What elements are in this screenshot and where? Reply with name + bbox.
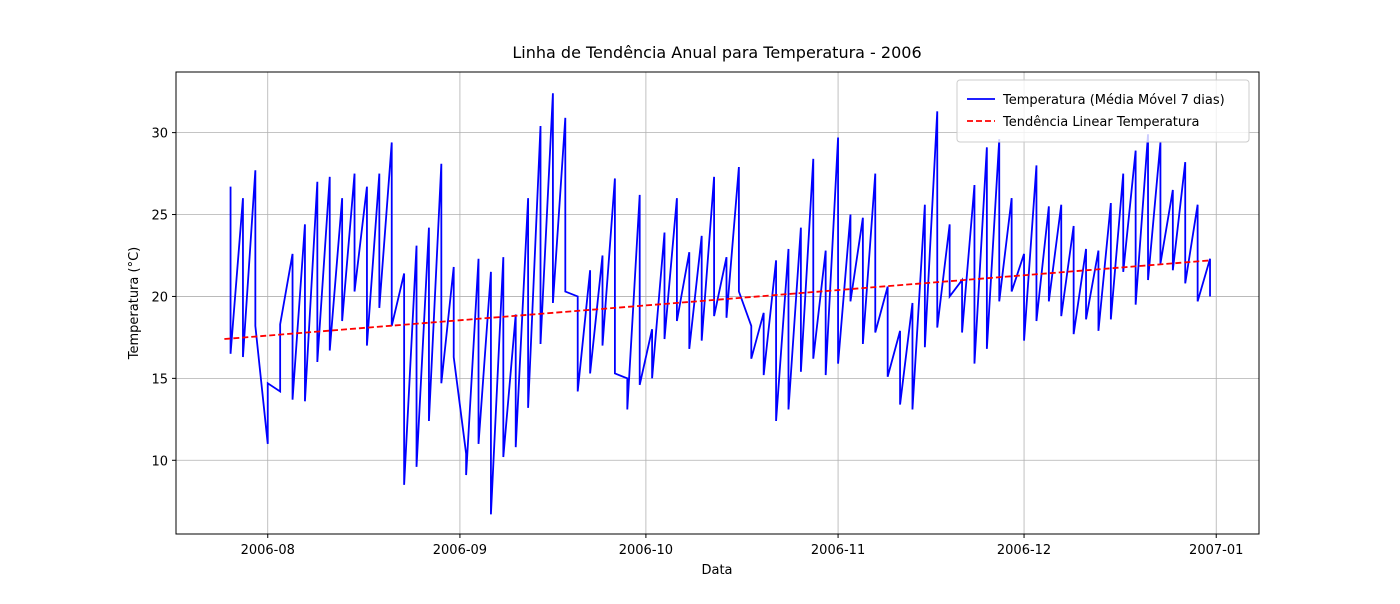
legend-label: Temperatura (Média Móvel 7 dias) (1002, 93, 1225, 108)
x-tick-label: 2006-12 (997, 543, 1051, 558)
series-line (224, 259, 1211, 340)
x-tick-label: 2006-09 (433, 543, 487, 558)
legend-label: Tendência Linear Temperatura (1002, 115, 1199, 130)
legend-box (956, 79, 1250, 143)
x-tick-label: 2006-11 (811, 543, 865, 558)
x-tick-label: 2006-10 (619, 543, 673, 558)
y-tick-label: 25 (151, 209, 168, 224)
x-tick-label: 2007-01 (1189, 543, 1243, 558)
y-tick-label: 10 (151, 454, 168, 469)
y-tick-label: 20 (151, 290, 168, 305)
y-tick-label: 15 (151, 372, 168, 387)
legend: Temperatura (Média Móvel 7 dias) Tendênci… (956, 79, 1250, 143)
plot-frame (175, 71, 1260, 535)
series-line (229, 93, 1211, 515)
chart-title: Linha de Tendência Anual para Temperatur… (512, 43, 921, 62)
x-tick-label: 2006-08 (241, 543, 295, 558)
y-tick-label: 30 (151, 127, 168, 142)
y-axis-label: Temperatura (°C) (127, 247, 142, 360)
x-axis-label: Data (701, 563, 732, 578)
